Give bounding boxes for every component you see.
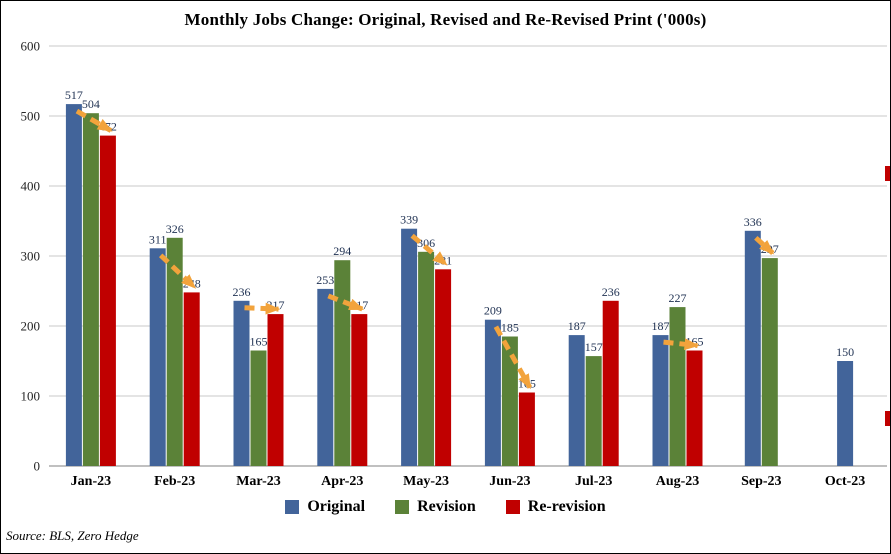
bar-re-revision-aug-23 [686,350,703,466]
bar-original-aug-23 [652,335,669,466]
bar-original-sep-23 [744,230,761,466]
bar-revision-may-23 [418,251,435,466]
y-tick-label: 0 [34,459,41,474]
x-axis-label: Mar-23 [236,474,281,489]
x-axis-label: Jul-23 [575,474,612,489]
right-edge-mark [885,166,890,181]
bar-re-revision-mar-23 [267,314,284,466]
revision-arrow [493,325,533,390]
y-tick-label: 100 [21,389,41,404]
legend-label: Original [307,498,366,515]
right-edge-mark [885,411,890,426]
bar-original-jul-23 [568,335,585,466]
legend-item-original: Original [285,498,365,516]
x-axis-label: Apr-23 [321,474,363,489]
bar-revision-mar-23 [250,350,267,466]
value-label: 326 [166,222,184,236]
legend-item-re-revision: Re-revision [505,498,606,516]
bar-re-revision-feb-23 [183,292,200,466]
chart-title: Monthly Jobs Change: Original, Revised a… [184,10,707,29]
value-label: 227 [669,291,687,305]
bar-original-apr-23 [317,288,334,466]
bar-original-jan-23 [65,104,82,466]
bar-re-revision-jan-23 [99,135,116,466]
bar-re-revision-apr-23 [351,314,368,466]
value-label: 236 [602,285,620,299]
legend-swatch [505,500,520,514]
revision-arrow [410,233,448,267]
revision-arrow [244,302,281,315]
legend: Original Revision Re-revision [1,498,890,516]
revision-arrow [158,253,197,290]
bar-original-oct-23 [837,361,854,466]
bar-re-revision-jun-23 [518,392,535,466]
bar-revision-jan-23 [82,113,99,466]
source-note: Source: BLS, Zero Hedge [6,528,139,543]
bar-revision-apr-23 [334,260,351,466]
x-axis-label: Sep-23 [741,474,781,489]
y-tick-label: 400 [21,179,41,194]
revision-arrow [663,338,700,351]
value-label: 165 [250,335,268,349]
y-tick-label: 200 [21,319,41,334]
x-axis-label: Oct-23 [825,474,865,489]
x-axis-label: Feb-23 [154,474,195,489]
bar-re-revision-may-23 [435,269,452,466]
bar-revision-feb-23 [166,237,183,466]
bar-re-revision-jul-23 [602,300,619,466]
value-label: 306 [417,236,435,250]
legend-swatch [285,500,300,514]
value-label: 336 [744,215,762,229]
value-label: 187 [568,319,586,333]
x-axis-label: Aug-23 [656,474,700,489]
y-tick-label: 500 [21,109,41,124]
value-label: 311 [149,232,167,246]
revision-arrow [327,293,365,312]
value-label: 517 [65,88,83,102]
legend-label: Re-revision [527,498,606,515]
x-axis-label: May-23 [403,474,449,489]
bar-original-jun-23 [484,319,501,466]
x-axis-label: Jun-23 [489,474,530,489]
value-label: 294 [333,244,351,258]
value-label: 157 [585,340,603,354]
legend-label: Revision [417,498,476,515]
value-label: 185 [501,321,519,335]
legend-item-revision: Revision [395,498,476,516]
value-label: 150 [836,345,854,359]
value-label: 236 [233,285,251,299]
bar-revision-aug-23 [669,307,686,466]
value-label: 187 [652,319,670,333]
x-axis-label: Jan-23 [71,474,111,489]
revision-arrow [75,108,113,133]
value-label: 209 [484,304,502,318]
bar-revision-sep-23 [761,258,778,466]
legend-swatch [395,500,410,514]
y-tick-label: 600 [21,39,41,54]
bar-original-mar-23 [233,300,250,466]
bar-original-feb-23 [149,248,166,466]
y-tick-label: 300 [21,249,41,264]
value-label: 339 [400,213,418,227]
value-label: 504 [82,97,100,111]
value-label: 253 [316,273,334,287]
bar-original-may-23 [401,228,418,466]
bar-revision-jun-23 [501,336,518,466]
bar-revision-jul-23 [585,356,602,466]
revision-arrow [754,235,775,255]
